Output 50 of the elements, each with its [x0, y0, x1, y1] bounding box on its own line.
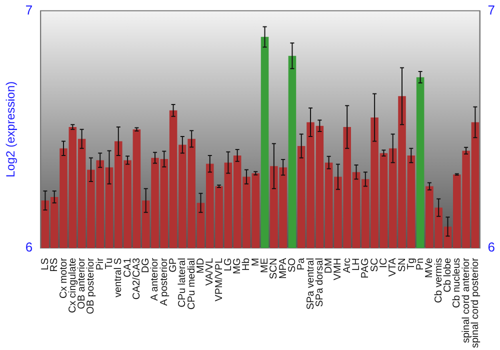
x-tick-label: Pa: [296, 258, 308, 270]
x-tick-label: CPu lateral: [177, 258, 188, 308]
x-tick-label: OB anterior: [76, 257, 88, 310]
x-tick-label: M: [250, 258, 262, 266]
x-tick-label: SCN: [268, 258, 280, 280]
x-tick-label: A posterior: [158, 257, 170, 306]
x-tick-label: Pn: [415, 258, 426, 270]
y2-tick-label: 7: [488, 2, 496, 18]
x-tick-label: Cx cingulate: [67, 258, 78, 313]
x-tick-label: Hb: [241, 258, 252, 271]
x-tick-label: CA2/CA3: [131, 258, 142, 300]
x-tick-label: DM: [324, 258, 335, 274]
x-tick-label: Tu: [104, 258, 115, 270]
x-tick-label: Arc: [342, 258, 353, 273]
x-tick-label: Pir: [94, 257, 106, 270]
x-tick-label: ME: [260, 258, 271, 273]
x-tick-label: SN: [396, 258, 408, 272]
x-tick-label: spinal cord posterior: [470, 257, 481, 348]
x-tick-label: LS: [40, 258, 51, 270]
x-tick-label: GP: [168, 258, 180, 272]
x-tick-label: Cb nucleus: [452, 258, 463, 308]
x-tick-label: MPA: [278, 258, 289, 279]
x-tick-label: IC: [378, 258, 390, 268]
y-axis-title: Log2 (expression): [4, 81, 18, 178]
x-tick-label: A anterior: [150, 257, 161, 301]
x-tick-label: Cb lobe: [442, 258, 454, 292]
x-tick-label: Cx motor: [58, 257, 70, 299]
x-tick-label: SPa ventral: [305, 258, 316, 310]
x-tick-label: VMH: [332, 258, 344, 280]
x-tick-label: OB posterior: [86, 257, 97, 314]
x-tick-label: SO: [286, 258, 298, 272]
x-tick-label: VTA: [388, 258, 399, 277]
x-tick-label: DG: [140, 258, 152, 273]
x-tick-label: SPa dorsal: [314, 258, 326, 307]
x-tick-label: RS: [49, 258, 60, 272]
x-tick-label: Cb vermis: [433, 258, 444, 303]
x-tick-label: Tg: [406, 258, 417, 270]
x-tick-label: CA1: [122, 258, 134, 278]
x-tick-label: PAG: [360, 258, 372, 278]
x-tick-label: LG: [222, 258, 234, 272]
x-tick-label: VA/VL: [204, 258, 216, 286]
x-tick-label: CPu medial: [186, 258, 198, 310]
x-tick-label: MVe: [424, 258, 436, 278]
x-tick-label: VPM/VPL: [214, 258, 225, 302]
x-tick-label: spinal cord anterior: [460, 257, 472, 344]
x-tick-label: LH: [351, 258, 362, 271]
x-tick-label: SC: [369, 258, 380, 272]
x-tick-label: ventral S: [113, 258, 124, 298]
x-tick-label: MD: [195, 258, 206, 274]
y2-tick-label: 6: [488, 240, 496, 255]
